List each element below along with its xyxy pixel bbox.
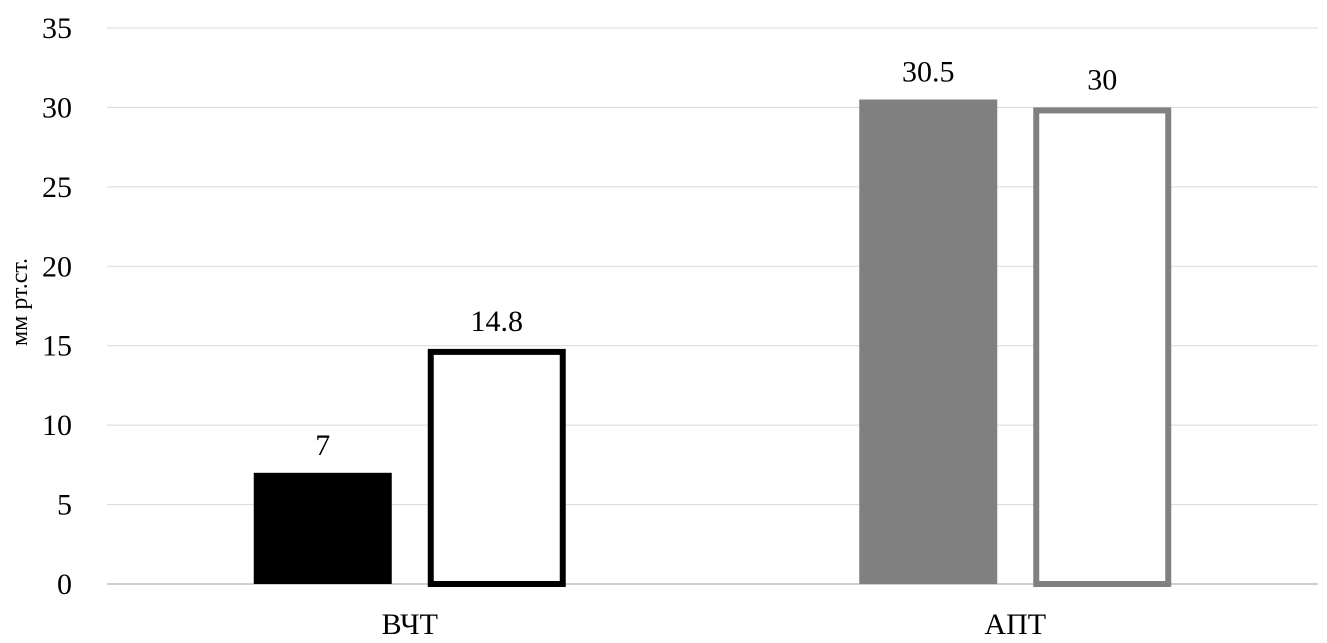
x-category-label: ВЧТ [382,608,438,641]
y-axis-title: мм рт.ст. [7,258,33,346]
y-tick-label: 15 [42,330,72,363]
y-tick-label: 35 [42,12,72,45]
bars [253,99,1172,588]
y-tick-label: 30 [42,91,72,124]
y-tick-label: 20 [42,250,72,283]
y-tick-label: 0 [57,568,72,601]
data-labels: 7 14.8 30.5 30 [315,55,1117,461]
y-axis-ticks: 0 5 10 15 20 25 30 35 [42,12,72,601]
data-label: 7 [315,429,330,462]
bar [427,348,566,587]
bar [859,99,998,584]
data-label: 30 [1087,63,1117,96]
bar [1033,107,1172,588]
data-label: 30.5 [902,55,955,88]
data-label: 14.8 [471,305,524,338]
x-axis-categories: ВЧТ АПТ [382,608,1047,641]
y-tick-label: 5 [57,489,72,522]
y-tick-label: 10 [42,409,72,442]
x-category-label: АПТ [984,608,1046,641]
y-tick-label: 25 [42,171,72,204]
bar [253,472,392,584]
